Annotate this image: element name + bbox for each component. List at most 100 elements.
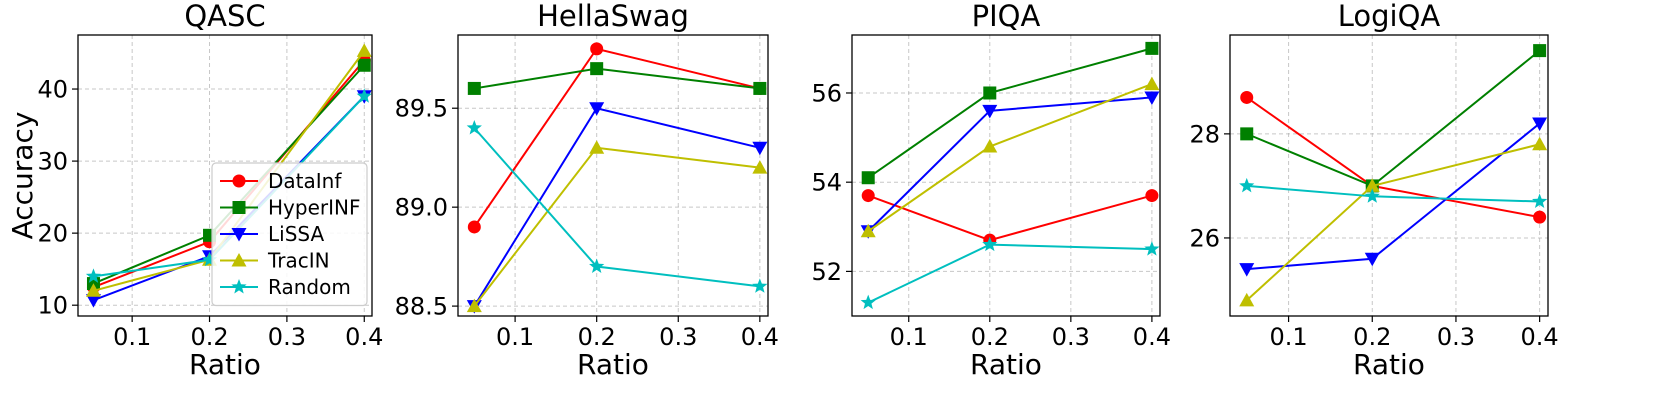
chart-qasc-x-tick-label: 0.3: [268, 323, 306, 351]
chart-logiqa-series-datainf: [1240, 90, 1547, 224]
chart-logiqa-series-datainf-point: [1533, 210, 1547, 224]
chart-qasc-legend-entry-lissa: LiSSA: [220, 222, 324, 246]
chart-qasc-x-tick-label: 0.1: [113, 323, 151, 351]
chart-piqa-series-random-point: [860, 294, 876, 310]
chart-qasc-legend-box: [211, 162, 368, 307]
chart-hellaswag-series-hyperinf-point: [467, 81, 481, 95]
chart-logiqa-series-lissa-point: [1532, 117, 1548, 131]
chart-piqa-series-tracin-point: [1144, 76, 1160, 91]
chart-logiqa-series-hyperinf-point: [1240, 127, 1254, 141]
chart-logiqa-series-datainf-point: [1240, 90, 1254, 104]
chart-qasc-legend-entry-datainf-marker: [232, 174, 246, 188]
chart-qasc-legend-entry-hyperinf: HyperINF: [220, 196, 360, 220]
chart-qasc-series-random-point: [356, 88, 372, 103]
chart-qasc-legend-entry-datainf-label: DataInf: [268, 169, 342, 193]
chart-qasc-y-axis-label: Accuracy: [6, 112, 39, 240]
chart-qasc-x-tick-label: 0.2: [190, 323, 228, 351]
chart-qasc-series-random-point: [201, 251, 218, 267]
chart-hellaswag-series-hyperinf-point: [590, 62, 604, 76]
chart-piqa-series-random-point: [982, 236, 998, 252]
chart-piqa-x-tick-label: 0.2: [971, 323, 1009, 351]
chart-logiqa-series-random-line: [1246, 184, 1540, 203]
chart-logiqa-series-lissa: [1239, 117, 1548, 277]
chart-hellaswag-x-tick-label: 0.4: [741, 323, 779, 351]
chart-hellaswag-x-tick-label: 0.3: [659, 323, 697, 351]
chart-qasc-y-tick-label: 40: [37, 76, 68, 104]
chart-qasc-series-tracin-point: [85, 283, 101, 297]
chart-hellaswag-series-hyperinf: [467, 62, 767, 95]
chart-logiqa-series-lissa-point: [1239, 263, 1255, 277]
chart-logiqa-y-tick-label: 28: [1189, 120, 1220, 148]
chart-hellaswag-y-tick-label: 89.0: [395, 194, 448, 222]
chart-logiqa-frame: [1229, 34, 1549, 317]
chart-logiqa-series-random-point: [1364, 188, 1380, 203]
chart-hellaswag-series-random-point: [589, 258, 605, 273]
chart-hellaswag-series-tracin: [466, 140, 768, 313]
chart-qasc-x-tick-label: 0.4: [345, 323, 383, 351]
chart-piqa-series-random-point: [1144, 241, 1160, 256]
chart-qasc-series-hyperinf-point: [357, 58, 371, 72]
chart-hellaswag-series-tracin-point: [466, 298, 482, 313]
chart-qasc-series-tracin-point: [356, 43, 372, 57]
chart-piqa-x-axis-label: Ratio: [970, 348, 1042, 381]
chart-qasc-legend-entry-random-label: Random: [268, 275, 351, 299]
chart-hellaswag-series-lissa-point: [589, 102, 605, 116]
chart-hellaswag-y-tick-label: 89.5: [395, 95, 448, 123]
chart-qasc-legend-entry-hyperinf-marker: [232, 201, 246, 214]
chart-logiqa-series-tracin-point: [1532, 136, 1548, 151]
chart-piqa-series-random: [860, 236, 1160, 310]
chart-piqa-y-tick-label: 54: [811, 169, 842, 197]
chart-logiqa-title: LogiQA: [1338, 0, 1441, 33]
chart-qasc-y-tick-label: 30: [37, 148, 68, 176]
chart-qasc-legend-entry-tracin-marker: [231, 253, 247, 267]
chart-piqa-y-tick-label: 52: [811, 258, 842, 286]
chart-piqa-x-tick-label: 0.3: [1052, 323, 1090, 351]
chart-logiqa-series-random: [1239, 177, 1548, 208]
chart-hellaswag-series-random-point: [752, 278, 768, 293]
chart-piqa-series-hyperinf-point: [983, 86, 997, 100]
chart-piqa-series-random-line: [867, 243, 1152, 304]
chart-hellaswag-x-tick-label: 0.1: [496, 323, 534, 351]
chart-qasc-legend-entry-lissa-label: LiSSA: [268, 222, 324, 246]
chart-logiqa-series-tracin-line: [1246, 143, 1540, 302]
chart-qasc-x-axis-label: Ratio: [189, 348, 261, 381]
chart-logiqa-series-random-point: [1239, 177, 1255, 193]
chart-piqa-x-tick-label: 0.1: [890, 323, 928, 351]
chart-piqa-series-hyperinf-point: [861, 171, 875, 185]
chart-logiqa-series-lissa-point: [1364, 252, 1380, 267]
chart-logiqa-x-tick-label: 0.1: [1269, 323, 1307, 351]
chart-qasc-legend-entry-tracin: TracIN: [220, 249, 330, 273]
chart-hellaswag-title: HellaSwag: [537, 0, 689, 33]
chart-qasc-title: QASC: [184, 0, 265, 33]
chart-piqa-series-hyperinf: [861, 41, 1159, 185]
chart-qasc-legend-entry-tracin-label: TracIN: [267, 249, 330, 273]
chart-qasc: 0.1 0.2 0.3 0.4 10 20 30 40 QASC Ratio Accuracy Dat…: [6, 0, 383, 381]
chart-hellaswag-y-tick-label: 88.5: [395, 293, 448, 321]
chart-logiqa-x-tick-label: 0.2: [1353, 323, 1391, 351]
chart-qasc-legend-entry-lissa-marker: [231, 228, 247, 242]
chart-logiqa-x-tick-label: 0.3: [1437, 323, 1475, 351]
chart-hellaswag-series-tracin-line: [473, 146, 760, 307]
chart-piqa-series-lissa-point: [1144, 91, 1160, 105]
chart-piqa-title: PIQA: [972, 0, 1041, 33]
chart-qasc-series-random-point: [85, 268, 102, 283]
chart-hellaswag-series-hyperinf-point: [753, 81, 767, 95]
chart-hellaswag-series-tracin-point: [752, 160, 768, 174]
chart-hellaswag-x-axis-label: Ratio: [577, 348, 649, 381]
chart-piqa-series-lissa: [860, 91, 1160, 239]
chart-hellaswag-x-tick-label: 0.2: [578, 323, 616, 351]
chart-piqa-series-tracin-point: [860, 223, 876, 238]
chart-qasc-frame: [77, 34, 373, 317]
chart-qasc-series-lissa-point: [85, 294, 101, 308]
chart-qasc-legend-entry-random-marker: [231, 279, 247, 294]
chart-hellaswag-series-datainf-point: [467, 220, 481, 234]
chart-qasc-legend-entry-hyperinf-label: HyperINF: [268, 196, 360, 220]
chart-piqa-series-hyperinf-line: [867, 47, 1153, 179]
chart-piqa-x-tick-label: 0.4: [1133, 323, 1171, 351]
chart-logiqa-series-hyperinf: [1240, 44, 1547, 193]
chart-logiqa-series-hyperinf-line: [1246, 49, 1541, 188]
chart-piqa-series-datainf-point: [1145, 189, 1159, 203]
chart-piqa-series-datainf: [861, 189, 1159, 247]
chart-piqa-frame: [851, 34, 1161, 317]
